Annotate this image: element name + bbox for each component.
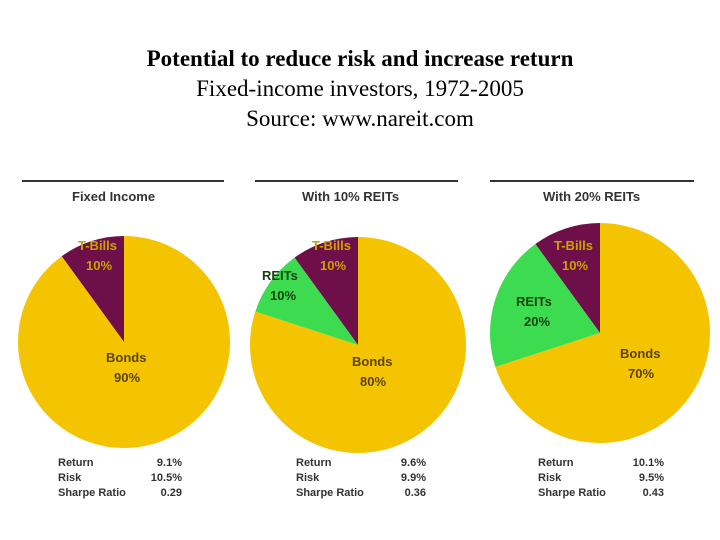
pie-slice-t-bills [535,223,600,333]
slice-label-bonds: Bonds [620,346,660,361]
stat-label-sharpe-ratio: Sharpe Ratio [296,487,364,499]
stat-label-risk: Risk [58,472,82,484]
stat-value-risk: 9.9% [401,472,426,484]
slice-label-reits: REITs [262,268,298,283]
stat-value-return: 10.1% [633,457,664,469]
slice-label-t-bills: T-Bills [312,238,351,253]
pie-panel-2: With 10% REITs T-Bills 10% REITs 10% Bonds 80%… [250,180,467,499]
slice-label-t-bills: T-Bills [554,238,593,253]
panel-title: Fixed Income [72,189,155,204]
slice-value-t-bills: 10% [562,258,588,273]
stat-value-return: 9.1% [157,457,182,469]
slice-label-t-bills: T-Bills [78,238,117,253]
pie-slice-t-bills [294,237,358,345]
stat-value-sharpe-ratio: 0.29 [161,487,182,499]
pie-slice-bonds [17,236,230,449]
slide-subtitle: Fixed-income investors, 1972-2005 [196,76,524,101]
pie-slice-t-bills [61,236,124,342]
stat-label-risk: Risk [296,472,320,484]
stat-label-sharpe-ratio: Sharpe Ratio [538,487,606,499]
slice-value-bonds: 90% [114,370,140,385]
slice-label-bonds: Bonds [352,354,392,369]
stat-label-sharpe-ratio: Sharpe Ratio [58,487,126,499]
pie-slice-reits [255,257,358,345]
stat-label-return: Return [538,457,574,469]
slide-source: Source: www.nareit.com [246,106,474,131]
pie-slice-reits [489,244,600,367]
stat-value-risk: 10.5% [151,472,182,484]
stat-label-risk: Risk [538,472,562,484]
pie-panel-1: Fixed Income T-Bills 10% Bonds 90% Return 9.1%… [17,180,230,499]
slide-title: Potential to reduce risk and increase re… [146,46,574,71]
slice-value-reits: 20% [524,314,550,329]
slice-label-bonds: Bonds [106,350,146,365]
slice-value-bonds: 70% [628,366,654,381]
panel-title: With 20% REITs [543,189,640,204]
pie-slice-bonds [250,237,467,454]
pie-panel-3: With 20% REITs T-Bills 10% REITs 20% Bonds 70%… [489,180,710,499]
slice-value-t-bills: 10% [320,258,346,273]
stat-value-return: 9.6% [401,457,426,469]
stat-value-sharpe-ratio: 0.36 [405,487,426,499]
slice-value-bonds: 80% [360,374,386,389]
stat-label-return: Return [58,457,94,469]
stat-value-sharpe-ratio: 0.43 [643,487,664,499]
slice-value-reits: 10% [270,288,296,303]
panel-title: With 10% REITs [302,189,399,204]
stat-label-return: Return [296,457,332,469]
slide-title-block: Potential to reduce risk and increase re… [0,44,720,134]
slice-value-t-bills: 10% [86,258,112,273]
pie-slice-bonds [495,223,710,443]
stat-value-risk: 9.5% [639,472,664,484]
slice-label-reits: REITs [516,294,552,309]
